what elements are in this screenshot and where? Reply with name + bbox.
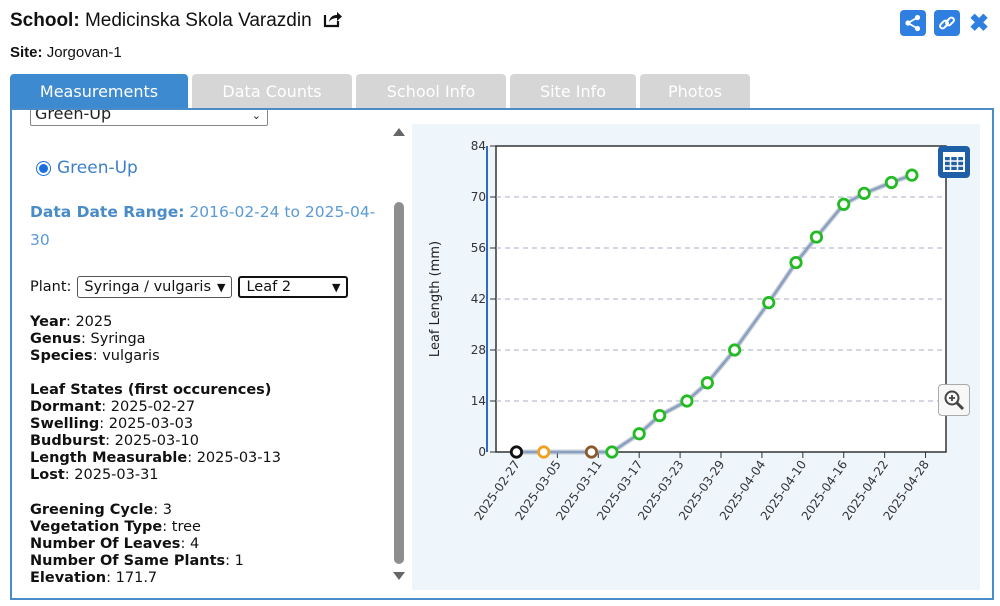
y-tick-label: 84 (471, 139, 486, 153)
series-line (516, 173, 913, 454)
data-point[interactable] (884, 175, 899, 190)
tab-data-counts[interactable]: Data Counts (192, 74, 352, 109)
leaf-select-value: Leaf 2 (246, 279, 292, 295)
left-info-pane: Green-Up ⌄ Green-Up Data Date Range: 2016… (28, 110, 388, 598)
swelling-label: Swelling (30, 416, 100, 432)
close-icon[interactable]: ✖ (968, 9, 990, 37)
site-label: Site: (10, 44, 43, 61)
y-tick-label: 14 (471, 394, 486, 408)
protocol-select-value: Green-Up (35, 110, 112, 123)
data-point[interactable] (762, 296, 776, 310)
greening-cycle-value: 3 (162, 502, 172, 518)
y-tick-label: 28 (471, 343, 486, 357)
chevron-down-icon: ⌄ (251, 110, 261, 122)
length-measurable-label: Length Measurable (30, 450, 188, 466)
y-tick-label: 56 (471, 241, 486, 255)
y-tick-label: 0 (478, 445, 486, 459)
radio-selected-icon[interactable] (36, 160, 51, 176)
data-point[interactable] (809, 230, 824, 244)
protocol-select[interactable]: Green-Up ⌄ (30, 110, 268, 126)
genus-value: Syringa (90, 331, 146, 347)
year-label: Year (30, 314, 66, 330)
tab-site-info[interactable]: Site Info (510, 74, 636, 109)
school-title: School: Medicinska Skola Varazdin (10, 10, 343, 34)
date-range-label: Data Date Range: (30, 203, 185, 221)
plant-details: Year: 2025 Genus: Syringa Species: vulga… (30, 314, 160, 364)
scroll-down-arrow-icon[interactable] (393, 572, 405, 580)
number-of-same-plants-label: Number Of Same Plants (30, 553, 226, 569)
data-point[interactable] (680, 394, 694, 408)
table-icon[interactable] (938, 146, 970, 178)
share-icon[interactable] (900, 10, 926, 36)
dormant-label: Dormant (30, 399, 102, 415)
leaf-states: Leaf States (first occurences) Dormant: … (30, 382, 281, 483)
data-point[interactable] (653, 408, 667, 423)
measurements-panel: Green-Up ⌄ Green-Up Data Date Range: 2016… (10, 108, 994, 600)
data-point[interactable] (905, 168, 919, 182)
data-point[interactable] (789, 255, 803, 270)
scroll-thumb[interactable] (394, 202, 404, 564)
data-point[interactable] (728, 343, 742, 357)
scroll-up-arrow-icon[interactable] (393, 128, 405, 136)
data-point[interactable] (632, 427, 646, 441)
tab-measurements[interactable]: Measurements (10, 74, 188, 109)
plant-label: Plant: (30, 279, 72, 295)
vegetation-type-value: tree (171, 519, 201, 535)
data-point[interactable] (700, 376, 714, 390)
y-tick-label: 70 (471, 190, 486, 204)
site-name: Jorgovan-1 (46, 44, 122, 61)
chevron-down-icon: ▼ (332, 280, 341, 294)
greening-cycle-label: Greening Cycle (30, 502, 154, 518)
plant-select[interactable]: Syringa / vulgaris ▼ (77, 276, 233, 298)
genus-label: Genus (30, 331, 82, 347)
date-range-value: 2016-02-24 to 2025-04-30 (30, 203, 376, 249)
radio-label: Green-Up (57, 158, 138, 178)
left-pane-scrollbar[interactable] (393, 128, 405, 580)
species-label: Species (30, 348, 93, 364)
plant-row: Plant: Syringa / vulgaris ▼ Leaf 2 ▼ (30, 276, 349, 298)
lost-value: 2025-03-31 (74, 467, 159, 483)
site-line: Site: Jorgovan-1 (10, 44, 122, 61)
chart-area: 0 14 28 42 56 70 84 Leaf Length (mm) 2025-02-27 2… (412, 124, 980, 590)
species-value: vulgaris (102, 348, 160, 364)
number-of-same-plants-value: 1 (234, 553, 244, 569)
swelling-value: 2025-03-03 (108, 416, 194, 432)
data-point[interactable] (837, 197, 851, 211)
number-of-leaves-label: Number Of Leaves (30, 536, 181, 552)
number-of-leaves-value: 4 (189, 536, 200, 552)
leaf-states-title: Leaf States (first occurences) (30, 382, 272, 398)
site-details: Greening Cycle: 3 Vegetation Type: tree … (30, 502, 244, 586)
dormant-value: 2025-02-27 (110, 399, 196, 415)
budburst-label: Budburst (30, 433, 106, 449)
data-point[interactable] (584, 445, 599, 459)
lost-label: Lost (30, 467, 65, 483)
plant-select-value: Syringa / vulgaris (84, 279, 212, 295)
elevation-value: 171.7 (115, 570, 158, 586)
school-name: Medicinska Skola Varazdin (84, 10, 312, 31)
green-up-radio-row[interactable]: Green-Up (36, 158, 138, 178)
school-label: School: (10, 10, 80, 31)
tab-bar: Measurements Data Counts School Info Sit… (10, 74, 750, 109)
data-point[interactable] (857, 186, 871, 200)
chevron-down-icon: ▼ (217, 280, 226, 294)
year-value: 2025 (75, 314, 113, 330)
data-point[interactable] (605, 445, 619, 459)
length-measurable-value: 2025-03-13 (196, 450, 281, 466)
y-tick-label: 42 (471, 292, 486, 306)
link-icon[interactable] (934, 10, 960, 36)
elevation-label: Elevation (30, 570, 107, 586)
data-point[interactable] (509, 445, 524, 459)
data-date-range: Data Date Range: 2016-02-24 to 2025-04-3… (30, 198, 388, 254)
zoom-in-icon[interactable] (938, 384, 970, 416)
data-point[interactable] (537, 445, 551, 459)
external-share-icon[interactable] (323, 10, 343, 34)
vegetation-type-label: Vegetation Type (30, 519, 163, 535)
tab-school-info[interactable]: School Info (356, 74, 506, 109)
top-icons: ✖ (900, 9, 990, 37)
leaf-select[interactable]: Leaf 2 ▼ (238, 276, 349, 298)
budburst-value: 2025-03-10 (114, 433, 199, 449)
y-axis-label: Leaf Length (mm) (428, 241, 443, 357)
tab-photos[interactable]: Photos (640, 74, 750, 109)
